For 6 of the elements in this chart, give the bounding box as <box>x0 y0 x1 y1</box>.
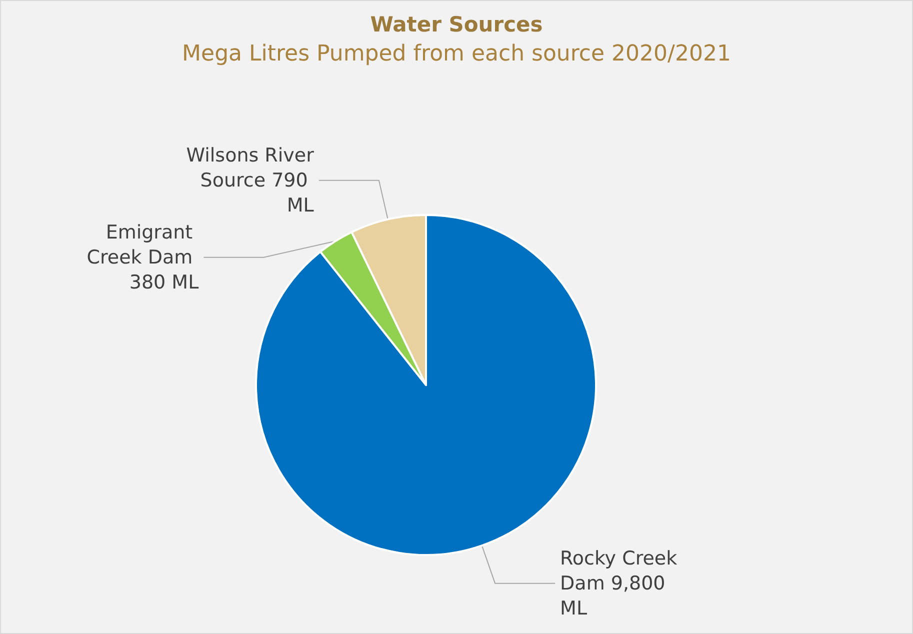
slice-label: Wilsons River Source 790 ML <box>186 144 314 216</box>
slice-label: Emigrant Creek Dam <box>86 221 199 268</box>
slice-label: Rocky Creek Dam 9,800 ML <box>560 547 684 620</box>
chart-subtitle: Mega Litres Pumped from each source 2020/2021 <box>182 42 731 66</box>
chart-title: Water Sources <box>370 12 543 36</box>
data-label: 380 ML <box>129 271 200 294</box>
